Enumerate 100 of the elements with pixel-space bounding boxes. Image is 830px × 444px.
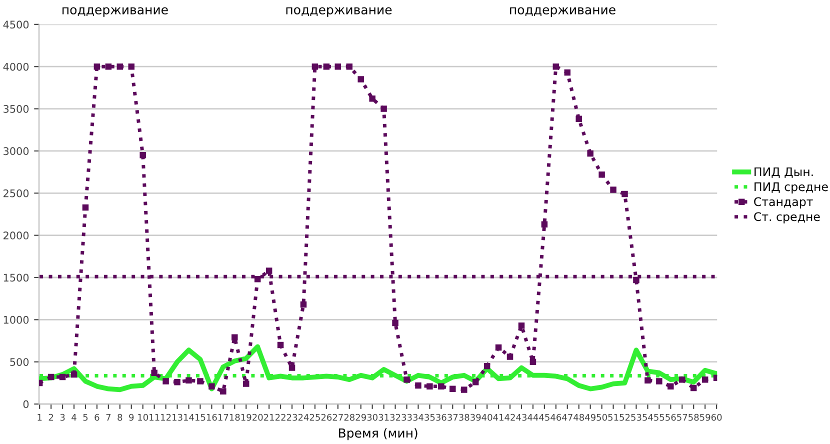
y-tick-label: 500 (10, 358, 29, 366)
x-tick-label: 33 (402, 414, 412, 421)
y-tick-label: 1500 (4, 274, 29, 282)
point (460, 386, 468, 393)
point (70, 371, 78, 378)
point (438, 383, 444, 390)
y-tick-label: 4000 (3, 62, 29, 71)
point (116, 63, 124, 70)
x-tick-label: 50 (596, 414, 607, 421)
x-tick-label: 16 (206, 414, 217, 421)
point (541, 221, 548, 228)
x-tick-label: 54 (642, 414, 653, 421)
x-tick-label: 13 (172, 414, 182, 421)
point (610, 186, 616, 193)
y-tick-label: 4500 (3, 20, 29, 29)
y-tick-label: 2500 (4, 189, 29, 198)
point (530, 358, 536, 365)
x-tick-label: 19 (241, 414, 252, 421)
point (656, 378, 662, 384)
point (323, 63, 330, 70)
x-tick-label: 55 (654, 414, 664, 421)
point (668, 383, 674, 390)
x-tick-label: 59 (700, 414, 710, 421)
y-tick-label: 3000 (4, 147, 29, 156)
x-tick-label: 1 (38, 414, 42, 421)
x-tick-label: 6 (94, 414, 100, 421)
x-tick-label: 14 (184, 414, 194, 421)
x-tick-label: 37 (448, 414, 458, 421)
point (415, 382, 422, 389)
text: поддерживание (286, 7, 392, 17)
x-tick-label: 58 (688, 414, 699, 421)
point (380, 106, 387, 112)
legend-label: ПИД средне (754, 182, 828, 194)
x-tick-label: 46 (550, 414, 562, 421)
x-axis-title: Время (мин) (338, 428, 418, 440)
point (140, 152, 146, 158)
x-tick-label: 30 (367, 414, 378, 421)
point (518, 322, 525, 329)
x-tick-label: 17 (218, 414, 228, 421)
x-tick-label: 51 (608, 414, 618, 421)
point (404, 376, 410, 383)
point (484, 362, 490, 370)
point (450, 386, 456, 392)
point (186, 377, 192, 384)
point (690, 384, 697, 392)
x-tick-label: 27 (332, 414, 343, 421)
x-tick-label: 7 (106, 414, 111, 421)
legend-label: ПИД Дын. (754, 167, 813, 178)
x-tick-label: 24 (298, 414, 309, 421)
point (633, 276, 640, 284)
point (288, 364, 296, 371)
point (622, 190, 628, 198)
text: поддерживание (510, 7, 616, 17)
point (82, 204, 89, 211)
point (426, 383, 433, 390)
point (598, 171, 605, 178)
x-tick-label: 4 (72, 414, 76, 421)
text: поддерживание (62, 7, 168, 17)
point (94, 63, 100, 70)
x-tick-label: 9 (129, 414, 134, 421)
y-tick-label: 1000 (4, 316, 29, 324)
x-tick-label: 45 (539, 414, 550, 421)
legend-label: Стандарт (754, 197, 813, 208)
point (208, 383, 215, 390)
point (679, 376, 686, 383)
point (576, 116, 582, 122)
x-tick-label: 21 (264, 414, 274, 421)
x-tick-label: 40 (482, 414, 492, 421)
point (151, 370, 158, 376)
x-tick-label: 20 (252, 414, 263, 421)
y-tick-label: 2000 (4, 232, 29, 240)
x-tick-label: 32 (390, 414, 400, 421)
x-tick-label: 22 (275, 414, 286, 421)
point (242, 380, 250, 387)
point (48, 374, 54, 380)
x-tick-label: 56 (666, 414, 676, 421)
x-tick-label: 25 (310, 414, 320, 421)
x-tick-label: 47 (562, 414, 572, 421)
point (644, 377, 651, 384)
point (277, 342, 284, 348)
x-tick-label: 12 (161, 414, 171, 421)
point (59, 374, 66, 380)
x-tick-label: 10 (138, 414, 148, 421)
x-tick-label: 26 (321, 414, 332, 421)
point (300, 301, 307, 308)
point (369, 96, 376, 102)
point (197, 378, 204, 384)
x-tick-label: 39 (470, 414, 481, 421)
point (358, 76, 364, 82)
x-tick-label: 3 (60, 414, 65, 421)
point (495, 344, 502, 351)
x-tick-label: 36 (436, 414, 446, 421)
x-tick-label: 41 (493, 414, 504, 421)
point (162, 378, 169, 384)
x-tick-label: 2 (48, 414, 54, 421)
point (334, 63, 342, 70)
point (266, 268, 272, 274)
point (220, 388, 226, 395)
point (254, 276, 261, 282)
y-tick-label: 3500 (4, 105, 29, 113)
